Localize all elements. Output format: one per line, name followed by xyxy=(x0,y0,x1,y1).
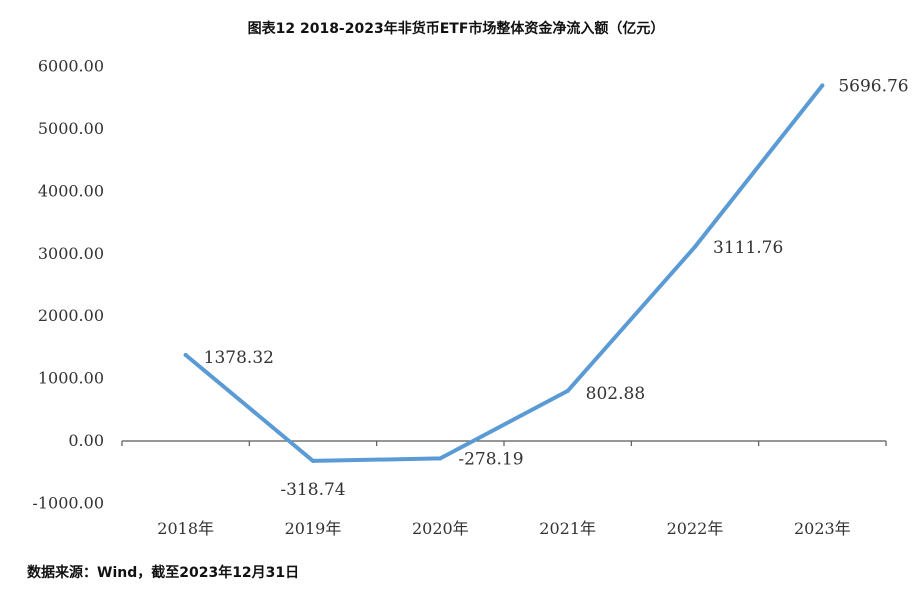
data-point xyxy=(183,352,188,357)
y-tick-label: -1000.00 xyxy=(32,493,104,512)
data-label: -278.19 xyxy=(458,449,523,469)
y-tick-label: 6000.00 xyxy=(38,57,104,76)
x-tick-label: 2019年 xyxy=(285,519,342,538)
data-label: -318.74 xyxy=(280,480,345,500)
y-tick-label: 2000.00 xyxy=(38,306,104,325)
data-point xyxy=(311,458,315,463)
y-tick-label: 5000.00 xyxy=(38,119,104,138)
data-point xyxy=(820,83,825,88)
y-tick-label: 1000.00 xyxy=(38,369,104,388)
data-label: 1378.32 xyxy=(204,348,274,368)
y-tick-label: 4000.00 xyxy=(38,181,104,200)
x-tick-label: 2018年 xyxy=(157,519,214,538)
x-tick-label: 2022年 xyxy=(667,519,724,538)
data-label: 5696.76 xyxy=(838,77,908,97)
x-tick-label: 2020年 xyxy=(412,519,469,538)
series-line xyxy=(183,83,825,463)
y-tick-label: 3000.00 xyxy=(38,244,104,263)
x-tick-label: 2021年 xyxy=(539,519,596,538)
source-note: 数据来源：Wind，截至2023年12月31日 xyxy=(27,565,300,581)
data-point xyxy=(693,244,697,249)
data-label: 802.88 xyxy=(586,384,645,404)
data-point xyxy=(565,388,570,393)
data-point xyxy=(438,456,443,461)
y-tick-label: 0.00 xyxy=(68,431,104,450)
data-label: 3111.76 xyxy=(713,238,783,258)
chart-title: 图表12 2018-2023年非货币ETF市场整体资金净流入额（亿元） xyxy=(247,21,665,37)
x-tick-label: 2023年 xyxy=(794,519,851,538)
